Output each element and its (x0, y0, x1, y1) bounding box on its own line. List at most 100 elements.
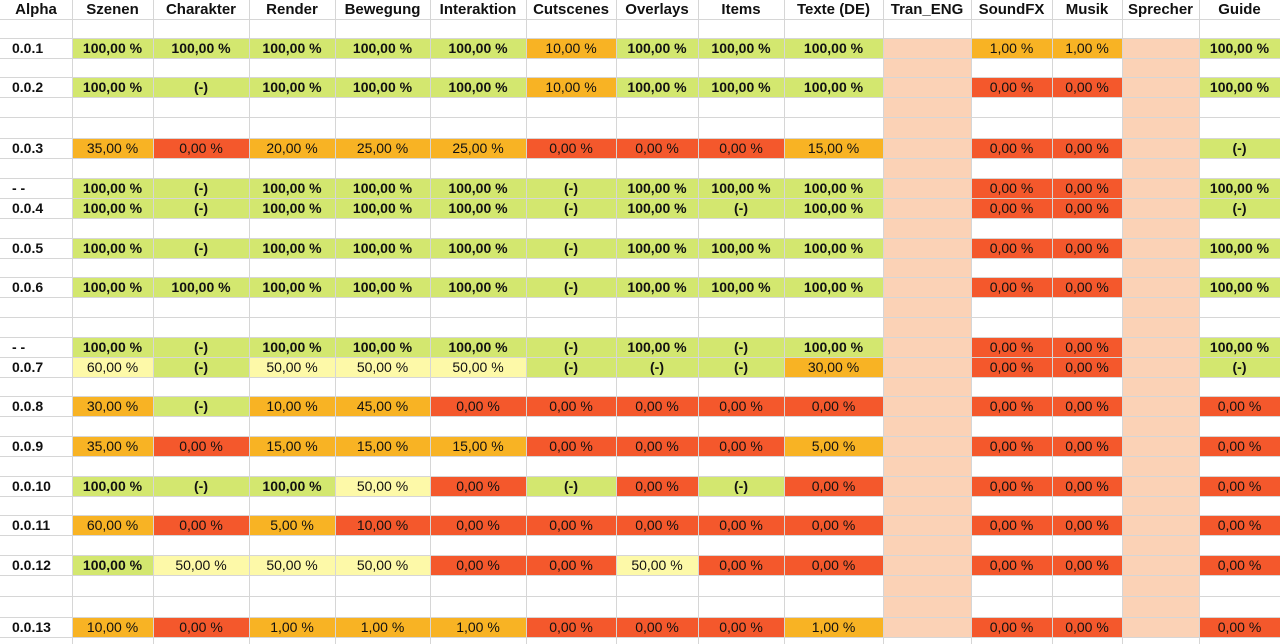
grid-line (153, 0, 154, 644)
cell (1122, 277, 1199, 297)
cell: 100,00 % (153, 38, 249, 58)
grid-line (1122, 0, 1123, 644)
cell: 0,00 % (1052, 238, 1122, 258)
grid-line (0, 436, 1280, 437)
cell: 0,00 % (1052, 555, 1122, 575)
cell: 100,00 % (430, 178, 526, 198)
column-header: Charakter (165, 1, 237, 18)
cell (1122, 396, 1199, 416)
cell: 0,00 % (1052, 178, 1122, 198)
cell: 0,00 % (1199, 476, 1280, 496)
cell: 100,00 % (784, 38, 883, 58)
cell: 30,00 % (72, 396, 153, 416)
cell: 100,00 % (249, 476, 335, 496)
cell: 100,00 % (335, 38, 430, 58)
column-header: Render (266, 1, 318, 18)
grid-line (72, 0, 73, 644)
grid-line (249, 0, 250, 644)
grid-line (335, 0, 336, 644)
cell: 100,00 % (616, 337, 698, 357)
cell (883, 77, 971, 97)
cell: 100,00 % (1199, 38, 1280, 58)
cell (883, 396, 971, 416)
cell: (-) (616, 357, 698, 377)
cell: 100,00 % (72, 277, 153, 297)
cell: 50,00 % (430, 357, 526, 377)
grid-line (883, 0, 884, 644)
grid-line (0, 277, 1280, 278)
column-header: Tran_ENG (890, 1, 964, 18)
grid-line (0, 317, 1280, 318)
cell: 0,00 % (1199, 515, 1280, 535)
cell: 1,00 % (249, 617, 335, 637)
cell (883, 38, 971, 58)
cell (883, 138, 971, 158)
cell: 0,00 % (784, 555, 883, 575)
cell: 100,00 % (1199, 337, 1280, 357)
cell: (-) (698, 357, 784, 377)
cell: 100,00 % (72, 476, 153, 496)
grid-line (430, 0, 431, 644)
cell: (-) (526, 238, 616, 258)
cell (883, 617, 971, 637)
column-header: Bewegung (344, 1, 421, 18)
grid-line (0, 617, 1280, 618)
cell: 100,00 % (249, 277, 335, 297)
cell: 100,00 % (430, 198, 526, 218)
cell: (-) (526, 277, 616, 297)
cell: 100,00 % (72, 178, 153, 198)
column-header: Sprecher (1127, 1, 1194, 18)
cell: 50,00 % (153, 555, 249, 575)
cell: 0,00 % (971, 198, 1052, 218)
cell: 100,00 % (616, 198, 698, 218)
cell: 0,00 % (971, 396, 1052, 416)
cell: 100,00 % (335, 198, 430, 218)
cell: 1,00 % (971, 38, 1052, 58)
cell: 10,00 % (526, 77, 616, 97)
cell: 100,00 % (784, 277, 883, 297)
cell: 100,00 % (430, 238, 526, 258)
row-label: 0.0.4 (12, 200, 44, 216)
grid-line (0, 416, 1280, 417)
column-header: Cutscenes (533, 1, 609, 18)
grid-line (0, 58, 1280, 59)
row-label: 0.0.3 (12, 140, 44, 156)
cell: 100,00 % (335, 77, 430, 97)
cell: 0,00 % (153, 436, 249, 456)
cell: 15,00 % (335, 436, 430, 456)
cell: 100,00 % (335, 337, 430, 357)
cell: (-) (1199, 198, 1280, 218)
row-label: 0.0.11 (12, 517, 51, 533)
cell: 0,00 % (1199, 396, 1280, 416)
cell (883, 238, 971, 258)
cell: 0,00 % (616, 617, 698, 637)
cell: (-) (153, 178, 249, 198)
row-label: - - (12, 339, 26, 355)
grid-line (698, 0, 699, 644)
cell: 0,00 % (1052, 138, 1122, 158)
grid-line (1199, 0, 1200, 644)
cell (883, 198, 971, 218)
cell: 50,00 % (335, 555, 430, 575)
cell: 0,00 % (971, 238, 1052, 258)
cell: (-) (153, 77, 249, 97)
cell: (-) (526, 178, 616, 198)
cell: 100,00 % (249, 77, 335, 97)
cell: 100,00 % (698, 178, 784, 198)
cell (1122, 357, 1199, 377)
cell: 100,00 % (72, 555, 153, 575)
cell: 100,00 % (430, 337, 526, 357)
column-header: SoundFX (978, 1, 1045, 18)
cell: 0,00 % (971, 515, 1052, 535)
cell: 1,00 % (784, 617, 883, 637)
cell: 100,00 % (698, 77, 784, 97)
cell: 100,00 % (335, 238, 430, 258)
cell: (-) (526, 476, 616, 496)
cell (883, 337, 971, 357)
cell (1122, 476, 1199, 496)
cell: 0,00 % (971, 277, 1052, 297)
cell: 30,00 % (784, 357, 883, 377)
grid-line (526, 0, 527, 644)
cell: 0,00 % (616, 138, 698, 158)
column-header: Interaktion (439, 1, 517, 18)
